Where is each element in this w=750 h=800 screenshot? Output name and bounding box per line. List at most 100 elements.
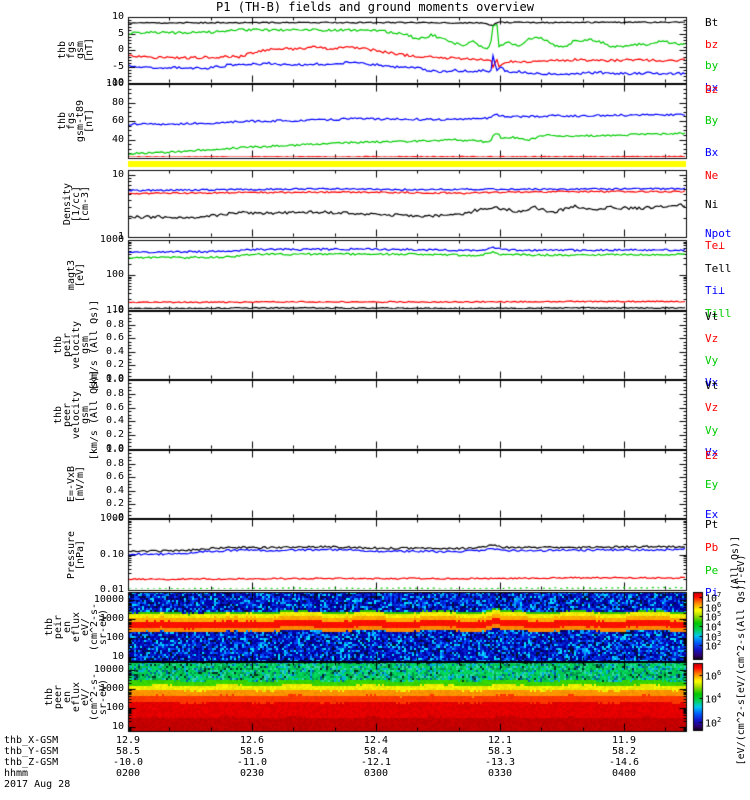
colorbar-tick-label: 106 (705, 668, 722, 683)
bottom-row-value: 12.9 (115, 735, 141, 746)
series-label-Vz: Vz (705, 332, 719, 345)
series-label-Vx: Vx (705, 376, 719, 389)
y-tick-label: 1.0 (105, 305, 124, 316)
series-label-Ex: Ex (705, 507, 719, 521)
bottom-row-value: 0200 (115, 768, 141, 779)
series-label-Vt: Vt (705, 379, 719, 392)
y-tick-label: 10 (111, 304, 124, 315)
series-label-Vy: Vy (705, 354, 719, 367)
y-tick-label: 0.6 (105, 471, 124, 483)
series-label-Ez: Ez (705, 449, 719, 462)
y-tick-label: 0.0 (105, 443, 124, 454)
bottom-row-value: -13.3 (484, 757, 516, 768)
y-tick-label: 0.6 (105, 332, 124, 344)
y-tick-label: 0.4 (105, 484, 124, 496)
y-tick-label: 10 (111, 650, 124, 662)
series-label-Pb: Pb (705, 540, 719, 554)
y-tick-label: 0.2 (105, 498, 124, 510)
y-tick-label: 0.01 (99, 584, 124, 595)
colorbar-tick-label: 104 (705, 620, 722, 634)
bottom-row-value: 0330 (487, 768, 513, 779)
date-label: 2017 Aug 28 (4, 779, 71, 790)
colorbar-tick-label: 103 (705, 629, 722, 644)
series-label-Vt: Vt (705, 310, 719, 323)
series-label-Ey: Ey (705, 478, 719, 492)
y-tick-label: 100 (105, 78, 124, 89)
series-label-By: By (705, 114, 719, 128)
series-label-Pt: Pt (705, 518, 719, 531)
y-tick-label: 0.0 (105, 373, 124, 384)
y-tick-label: 10 (111, 720, 124, 732)
y-tick-label: 0.4 (105, 415, 124, 427)
series-label-Bx: Bx (705, 145, 719, 159)
bottom-row-label: thb_Z-GSM (4, 757, 59, 768)
colorbar-tick-label: 102 (705, 715, 722, 729)
y-tick-label: 100 (105, 269, 124, 280)
bottom-row-value: -10.0 (112, 757, 144, 768)
bottom-row-value: 58.4 (363, 746, 389, 757)
y-tick-label: 40 (111, 133, 124, 145)
series-label-Npot: Npot (705, 227, 732, 240)
y-tick-label: 0.10 (99, 548, 124, 560)
y-tick-label: 10 (111, 11, 124, 22)
y-tick-label: -10 (105, 77, 124, 88)
series-label-Ne: Ne (705, 169, 719, 182)
y-tick-label: 1.0 (105, 374, 124, 385)
series-label-Pi: Pi (705, 586, 719, 600)
bottom-row-value: 58.2 (611, 746, 637, 757)
y-tick-label: 0.2 (105, 359, 124, 371)
y-tick-label: 1000 (99, 682, 124, 694)
bottom-row-value: 12.4 (363, 735, 389, 746)
bottom-row-value: -14.6 (608, 757, 640, 768)
y-tick-label: 60 (111, 115, 124, 126)
y-tick-label: 0 (117, 44, 124, 55)
bottom-row-value: 58.5 (239, 746, 265, 757)
y-tick-label: 10000 (93, 593, 124, 605)
bottom-row-value: 12.1 (487, 735, 513, 746)
bottom-row-value: 0400 (611, 768, 637, 779)
series-label-bx: bx (705, 80, 719, 94)
y-tick-label: 0.6 (105, 401, 124, 413)
y-tick-label: 0.8 (105, 318, 124, 330)
bottom-row-label: hhmm (4, 768, 29, 779)
colorbar-tick-label: 105 (705, 610, 722, 624)
bottom-row-value: 11.9 (611, 735, 637, 746)
y-tick-label: 0.0 (105, 512, 124, 523)
colorbar-tick-label: 104 (705, 692, 722, 706)
bottom-row-label: thb_X-GSM (4, 735, 59, 746)
series-label-bz: bz (705, 37, 719, 51)
bottom-row-value: -11.0 (236, 757, 268, 768)
series-label-Vz: Vz (705, 401, 719, 415)
series-label-Te⊥: Te⊥ (705, 239, 725, 252)
bottom-row-label: thb_Y-GSM (4, 746, 59, 757)
y-tick-label: 5 (117, 27, 124, 39)
bottom-row-value: 58.5 (115, 746, 141, 757)
colorbar-tick-label: 106 (705, 600, 722, 614)
series-label-Bz: Bz (705, 83, 719, 96)
y-tick-label: 0.8 (105, 457, 124, 469)
series-label-Tell: Tell (705, 261, 732, 275)
colorbar-tick-label: 107 (705, 590, 722, 605)
y-tick-label: 100 (105, 701, 124, 713)
colorbar-tick-label: 102 (705, 639, 722, 653)
series-label-by: by (705, 59, 719, 72)
bottom-row-value: 12.6 (239, 735, 265, 746)
y-tick-label: 0.2 (105, 429, 124, 441)
y-tick-label: 1000 (99, 612, 124, 624)
series-label-Ti⊥: Ti⊥ (705, 284, 725, 297)
series-label-Pe: Pe (705, 563, 719, 577)
y-tick-label: 10 (111, 168, 124, 180)
y-tick-label: 1.00 (99, 513, 124, 524)
bottom-row-value: 0230 (239, 768, 265, 779)
bottom-row-value: 58.3 (487, 746, 513, 757)
y-tick-label: 80 (111, 96, 124, 108)
series-label-Till: Till (705, 306, 732, 320)
y-tick-label: -5 (111, 60, 124, 72)
series-label-Vx: Vx (705, 445, 719, 459)
y-tick-label: 1000 (99, 234, 124, 245)
y-tick-label: 1 (117, 231, 124, 242)
y-tick-label: 10000 (93, 663, 124, 675)
series-label-Vy: Vy (705, 423, 719, 437)
